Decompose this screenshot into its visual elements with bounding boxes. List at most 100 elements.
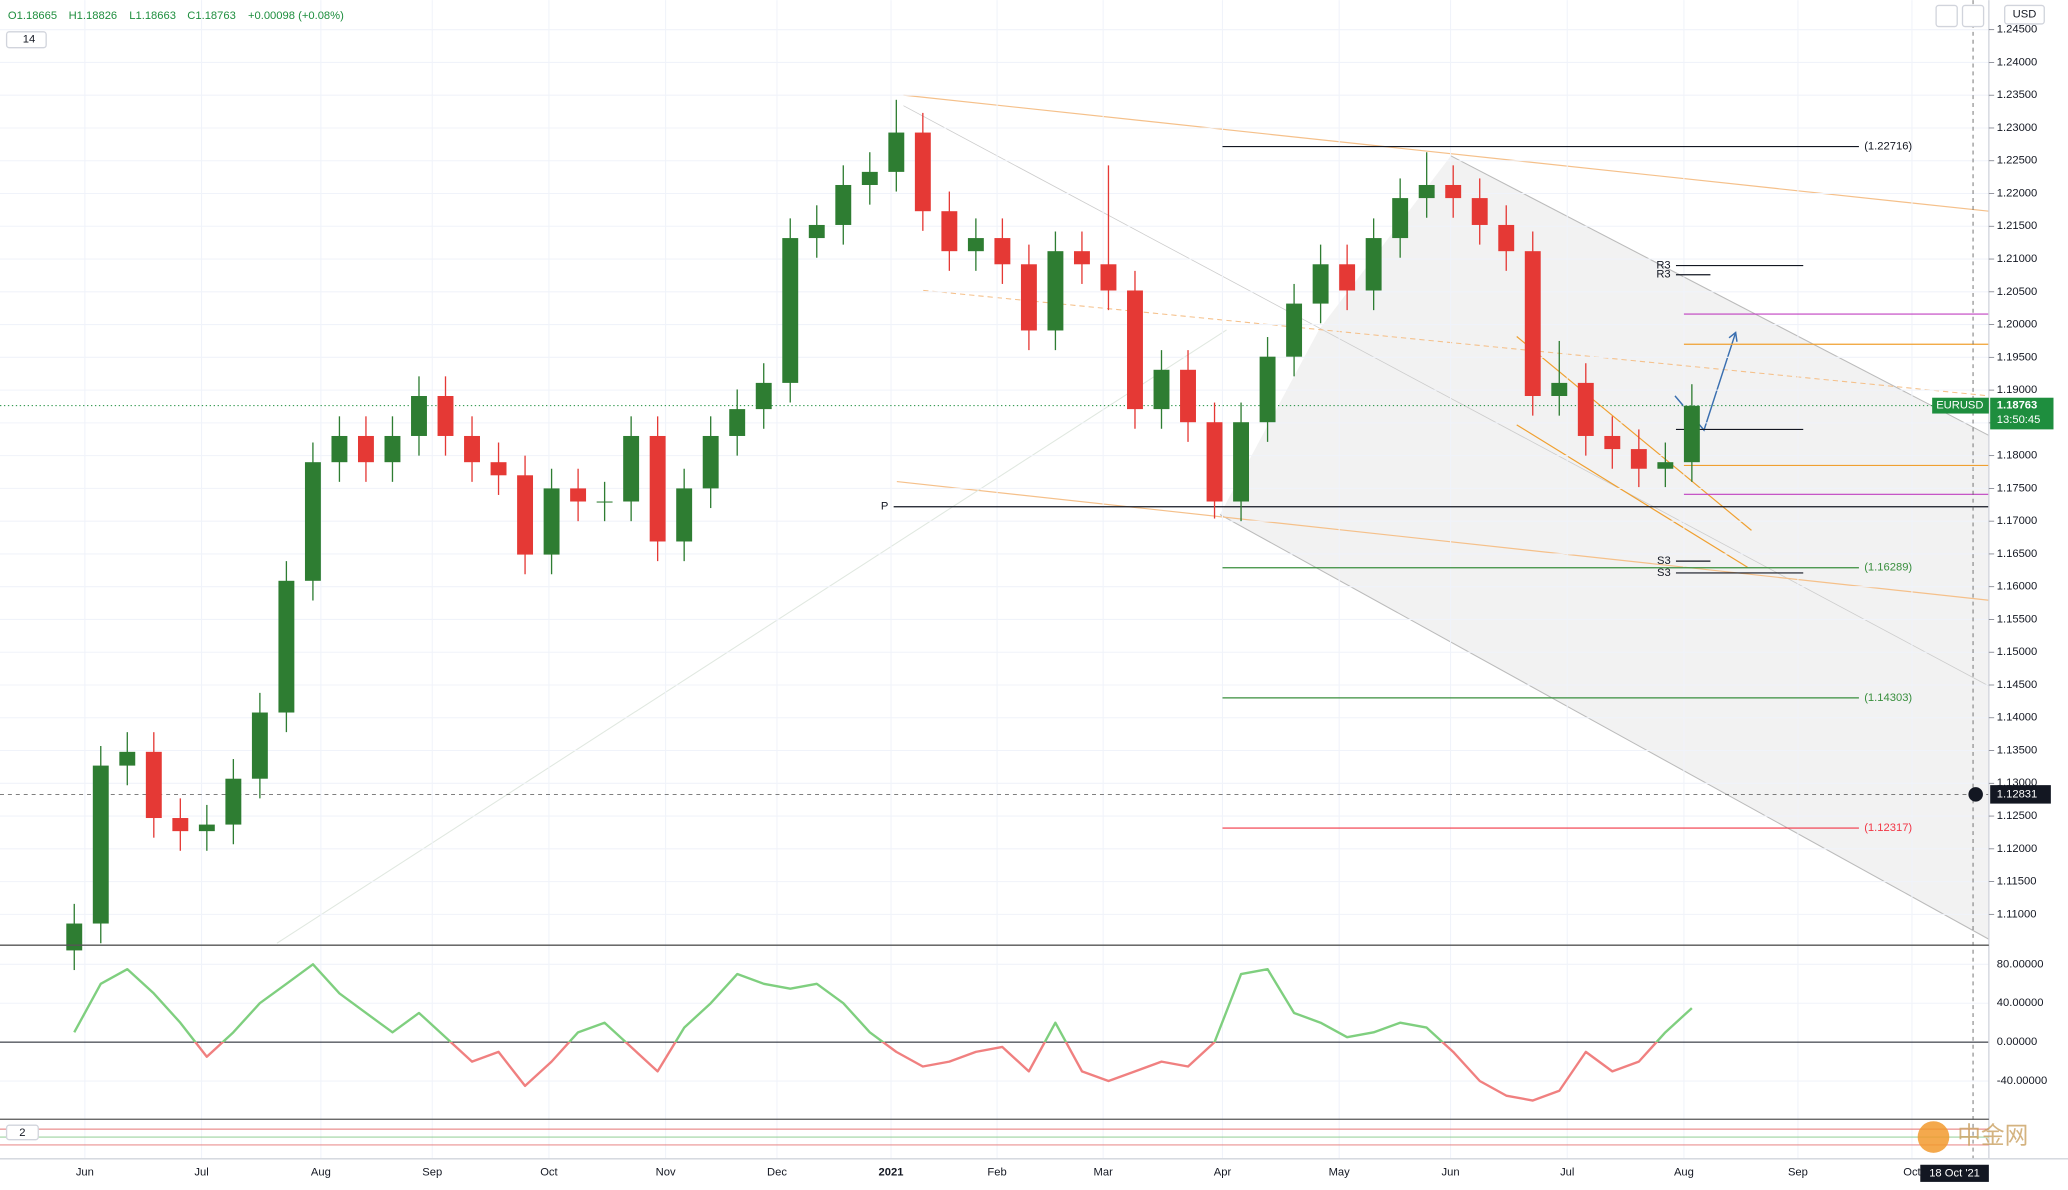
candle-body (251, 712, 268, 779)
ohlc-close: C1.18763 (187, 10, 236, 22)
candle-body (702, 435, 719, 489)
crosshair-tag: 1.12831 (1997, 788, 2037, 800)
mark-layer (66, 99, 1700, 1102)
y-tick-label: 1.24500 (1997, 24, 2037, 36)
candle-body (1127, 290, 1143, 410)
pane-length: 2 (19, 1127, 25, 1139)
trend-line (923, 289, 1989, 397)
y-tick-label: 1.12000 (1997, 843, 2037, 855)
candle-body (1259, 356, 1276, 423)
currency: USD (2013, 9, 2037, 21)
candle-body (1630, 449, 1647, 469)
y-tick-label: 40.00000 (1997, 997, 2044, 1009)
level-label: (1.12317) (1864, 822, 1912, 834)
candle-body (1153, 369, 1170, 410)
x-tick-label: Apr (1214, 1167, 1232, 1179)
price-change: +0.00098 (+0.08%) (248, 10, 344, 22)
candle-body (1073, 251, 1090, 265)
candle-body (331, 435, 348, 463)
candle-body (1365, 238, 1382, 291)
y-tick-label: 1.12500 (1997, 810, 2037, 822)
ohlc-open: O1.18665 (8, 10, 57, 22)
y-tick-label: 1.20000 (1997, 319, 2037, 331)
candle-body (649, 435, 666, 542)
candle-body (941, 211, 958, 252)
candle-body (1339, 264, 1356, 291)
trend-line (1516, 424, 1748, 568)
y-tick-label: 80.00000 (1997, 958, 2044, 970)
candle-body (278, 580, 295, 713)
candle-body (92, 765, 109, 924)
y-tick-label: 1.15500 (1997, 613, 2037, 625)
indicator-box[interactable] (5, 31, 47, 49)
y-tick-label: 1.22500 (1997, 155, 2037, 167)
channel (1219, 155, 1989, 940)
trend-line (1516, 336, 1752, 531)
candle-body (1524, 251, 1541, 396)
candle-body (1418, 184, 1435, 199)
x-tick-label: Jun (1442, 1167, 1460, 1179)
candle-body (437, 395, 454, 436)
price-tag: 1.18763 (1997, 400, 2037, 412)
y-tick-label: 1.21500 (1997, 220, 2037, 232)
price-axis-bg (1988, 0, 2068, 1190)
candle-body (755, 382, 772, 410)
candle-body (198, 824, 215, 832)
candle-body (490, 462, 507, 476)
candle-body (808, 224, 825, 239)
candle-body (172, 818, 189, 832)
arrow-head (1728, 331, 1738, 342)
x-tick-label: Sep (422, 1167, 442, 1179)
y-tick-label: 1.17500 (1997, 482, 2037, 494)
price-tag-bg (1990, 397, 2054, 430)
y-tick-label: 1.14500 (1997, 679, 2037, 691)
candle-body (357, 435, 374, 463)
y-tick-label: 1.14000 (1997, 712, 2037, 724)
trend-line (896, 480, 1989, 601)
level-label: (1.22716) (1864, 141, 1912, 153)
candle-body (1657, 462, 1674, 469)
y-tick-label: 1.23500 (1997, 89, 2037, 101)
level-label: (1.14303) (1864, 692, 1912, 704)
drawings (276, 94, 1990, 944)
candle-body (729, 409, 746, 436)
x-tick-label: Aug (1674, 1167, 1694, 1179)
level-label: S3 (1657, 555, 1671, 567)
channel-edge (1450, 155, 1990, 436)
candle-body (1445, 184, 1462, 199)
y-tick-label: 1.11000 (1997, 908, 2037, 920)
y-tick-label: 1.21000 (1997, 253, 2037, 265)
y-tick-label: 1.22000 (1997, 187, 2037, 199)
reset-button[interactable] (1961, 4, 1985, 28)
channel-edge (1219, 514, 1990, 940)
candle-body (1206, 422, 1223, 502)
countdown: 13:50:45 (1997, 414, 2041, 426)
candle-body (914, 132, 931, 212)
candle-body (1100, 264, 1117, 291)
currency-button[interactable] (2004, 4, 2045, 25)
candle-body (1498, 224, 1515, 252)
candle-body (411, 395, 427, 436)
candle-body (1392, 198, 1409, 239)
candle-body (676, 488, 693, 542)
watermark-logo (1917, 1121, 1950, 1153)
scroll-button[interactable] (1935, 4, 1958, 28)
crosshair-tag-bg (1990, 785, 2051, 804)
date-tag-bg (1920, 1164, 1989, 1182)
ohlc-high: H1.18826 (69, 10, 118, 22)
candle-body (596, 501, 613, 503)
date-tag: 18 Oct '21 (1929, 1167, 1980, 1179)
level-label: P (881, 501, 888, 513)
y-tick-label: 1.16000 (1997, 581, 2037, 593)
x-tick-label: Jul (1560, 1167, 1574, 1179)
crosshair-button (1968, 787, 1983, 802)
candle-body (1180, 369, 1196, 423)
y-tick-label: 1.19500 (1997, 351, 2037, 363)
y-tick-label: 1.19000 (1997, 384, 2037, 396)
candle-body (1047, 251, 1064, 331)
x-tick-label: Feb (987, 1167, 1006, 1179)
